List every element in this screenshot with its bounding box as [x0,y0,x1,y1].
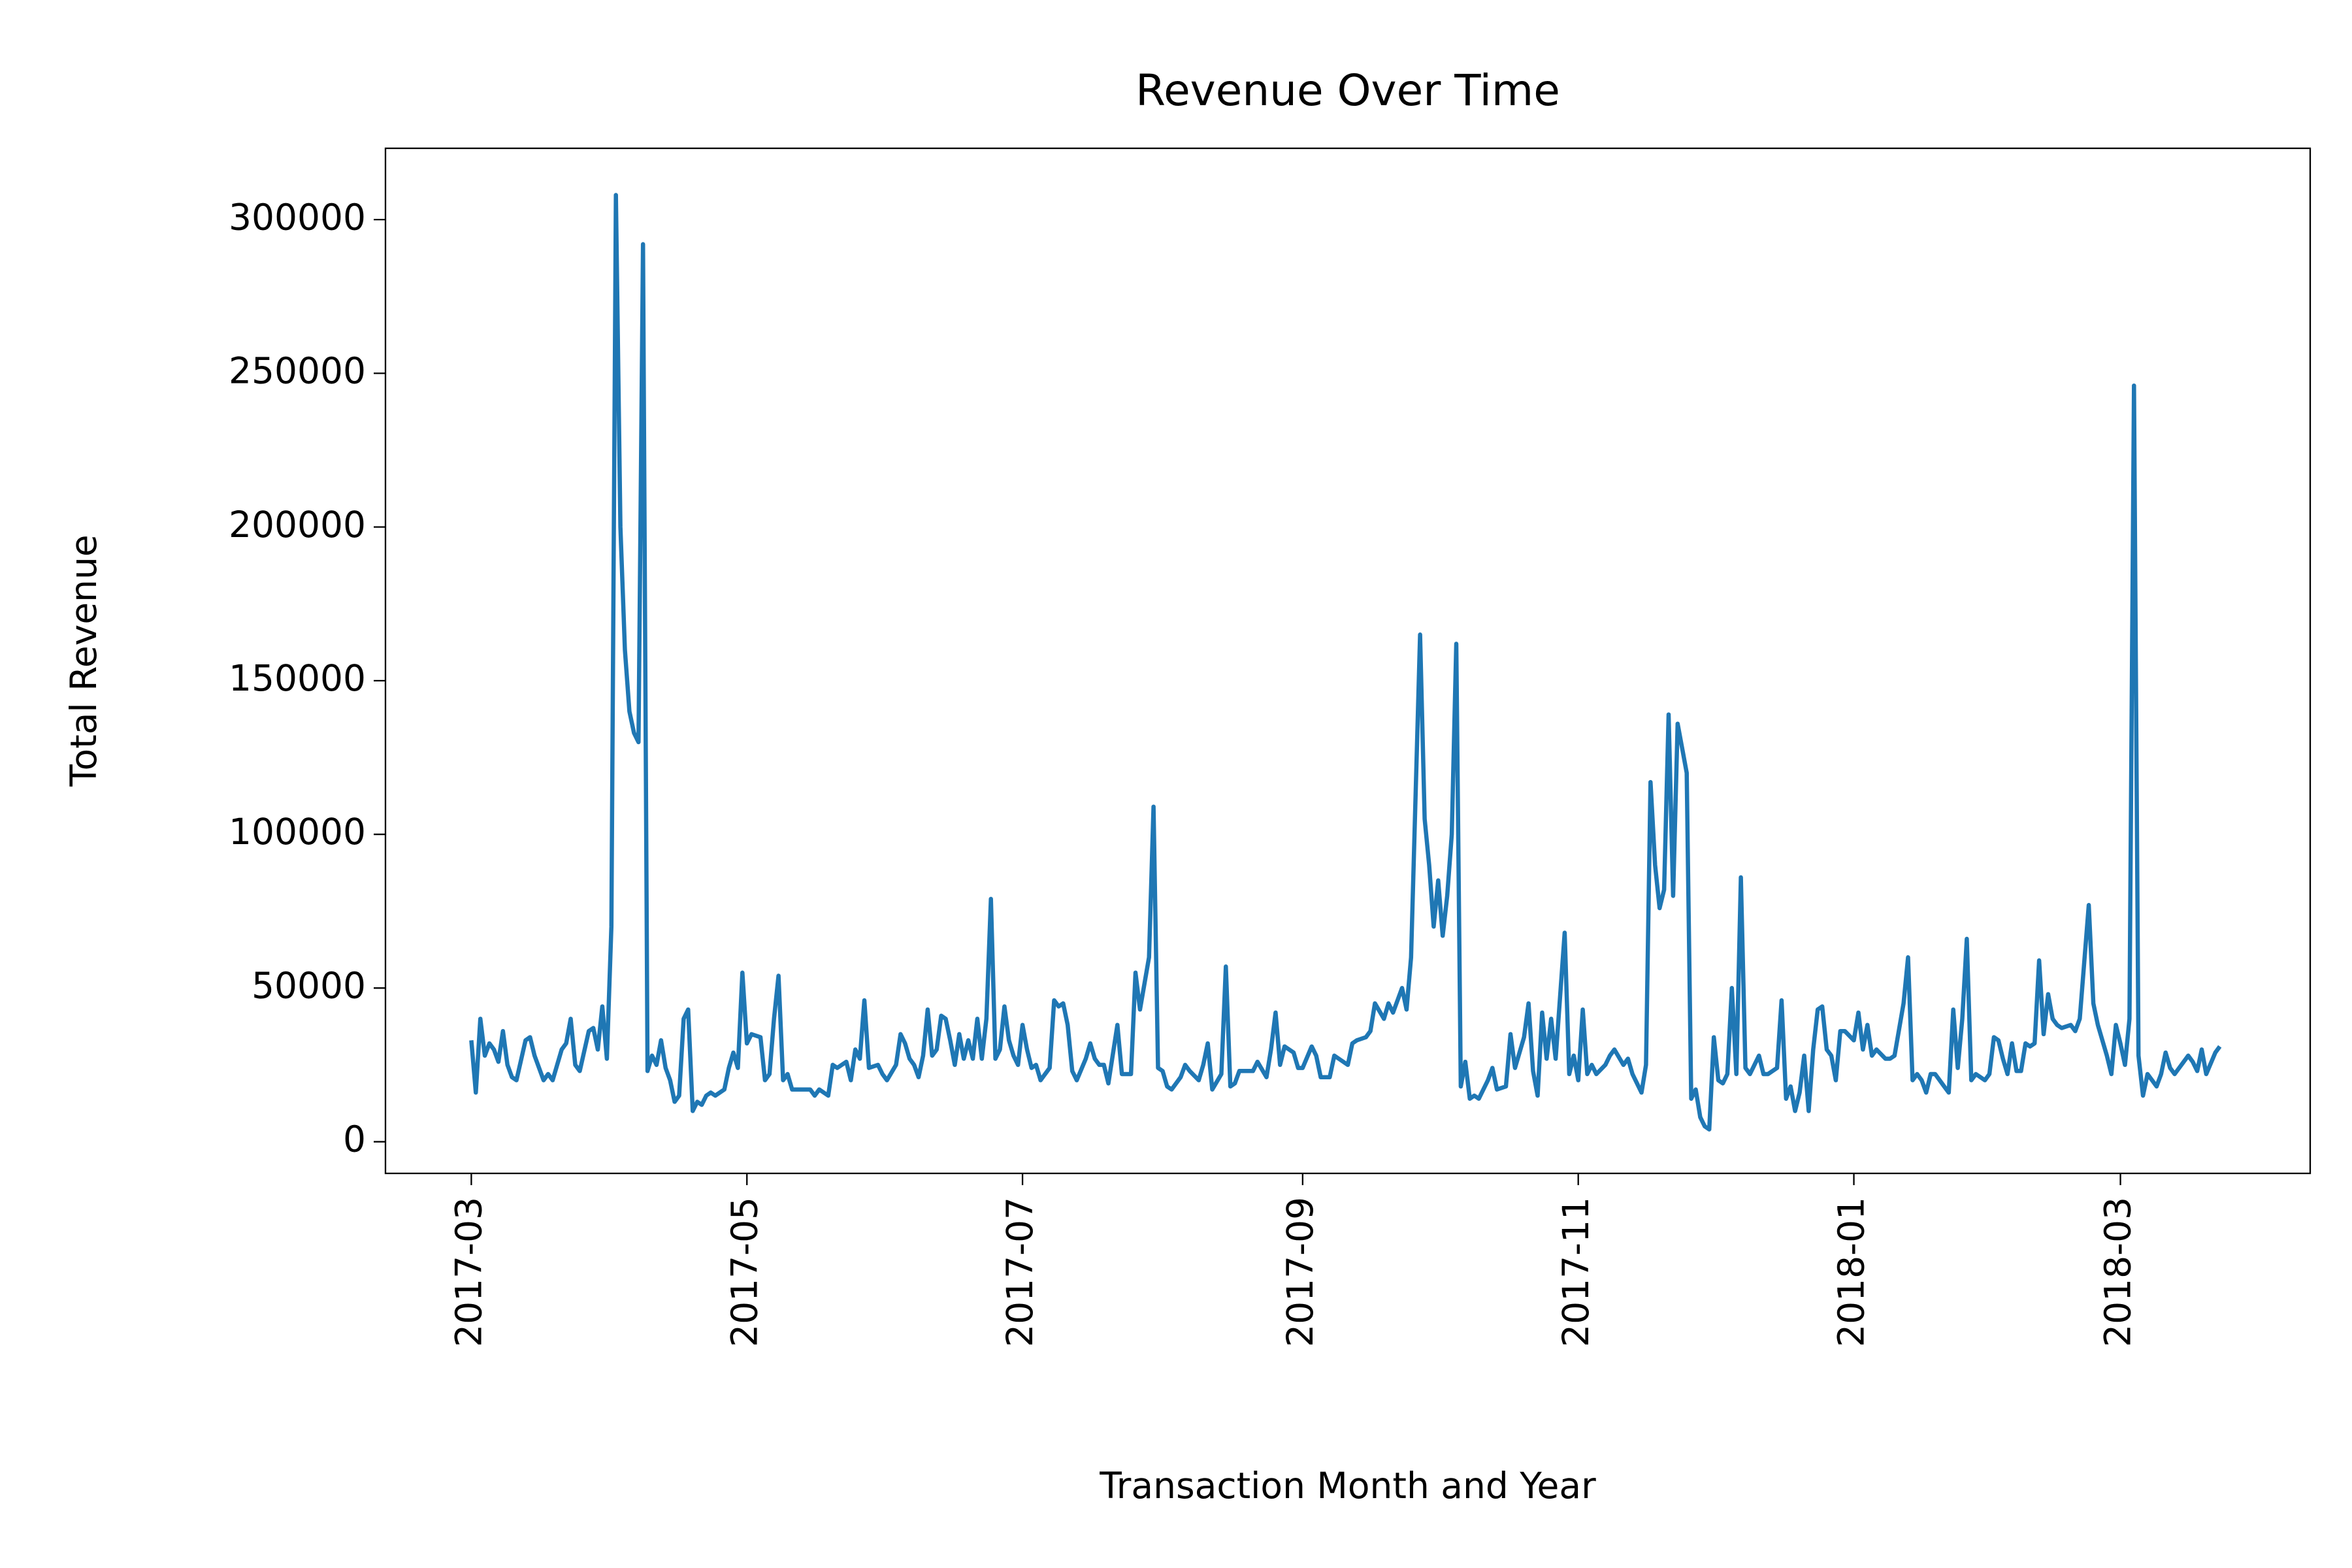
chart-title: Revenue Over Time [1135,65,1560,116]
x-tick-label: 2017-03 [448,1197,490,1347]
y-tick-label: 0 [343,1119,366,1160]
y-tick-label: 300000 [229,196,366,238]
y-axis-label: Total Revenue [63,534,105,787]
y-tick-label: 200000 [229,504,366,546]
line-series [469,193,2222,1132]
y-tick-label: 250000 [229,350,366,392]
y-tick-label: 100000 [229,811,366,853]
y-tick-label: 150000 [229,657,366,699]
x-tick-label: 2017-05 [723,1197,765,1347]
x-axis-label: Transaction Month and Year [1099,1465,1596,1507]
plot-frame [384,147,2311,1175]
x-tick-label: 2017-07 [999,1197,1041,1347]
x-tick-label: 2017-09 [1279,1197,1321,1347]
y-tick-label: 50000 [252,964,366,1006]
x-tick-label: 2018-03 [2097,1197,2139,1347]
x-tick-label: 2017-11 [1555,1197,1597,1347]
x-tick-label: 2018-01 [1831,1197,1872,1347]
